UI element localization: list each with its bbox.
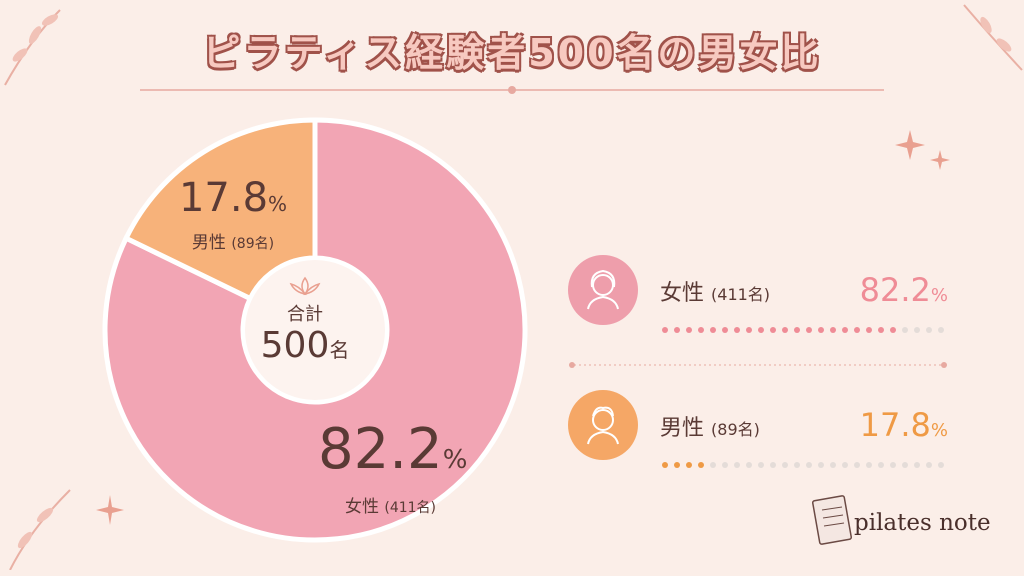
progress-female-dot (926, 327, 932, 333)
legend-name-male: 男性 (660, 416, 705, 441)
progress-male-dot (710, 462, 716, 468)
progress-male-dot (746, 462, 752, 468)
legend-row-female: 女性 (411名) 82.2% (568, 255, 958, 335)
progress-female-dot (662, 327, 668, 333)
legend-pct-female: 82.2 (859, 271, 931, 309)
legend-count-male: (89名) (711, 420, 760, 439)
progress-female-dot (938, 327, 944, 333)
progress-female-dot (770, 327, 776, 333)
progress-female-dot (818, 327, 824, 333)
progress-male-dot (794, 462, 800, 468)
progress-male-dot (854, 462, 860, 468)
brand-name: pilates note (854, 510, 991, 536)
progress-female-dot (878, 327, 884, 333)
donut-hole (245, 260, 385, 400)
progress-female-dot (758, 327, 764, 333)
progress-male-dot (818, 462, 824, 468)
slice-count-female: (411名) (384, 500, 437, 516)
slice-label-male: 17.8% 男性 (89名) (178, 176, 288, 253)
slice-name-female: 女性 (344, 497, 379, 517)
progress-female-dot (794, 327, 800, 333)
man-icon (568, 390, 638, 460)
brand-logo: pilates note (810, 492, 1000, 554)
slice-pct-female: 82.2 (318, 417, 443, 482)
legend-unit-male: % (930, 420, 948, 441)
legend-divider (569, 362, 947, 368)
center-value: 500 (260, 325, 330, 366)
progress-male-dot (878, 462, 884, 468)
progress-female-dot (734, 327, 740, 333)
progress-male-dot (722, 462, 728, 468)
slice-label-female: 82.2% 女性 (411名) (318, 417, 467, 518)
progress-male-dot (842, 462, 848, 468)
legend-pct-male: 17.8 (859, 406, 931, 444)
legend-count-female: (411名) (711, 285, 771, 304)
sparkle-icon (895, 130, 950, 170)
progress-male-dot (902, 462, 908, 468)
progress-female-dot (854, 327, 860, 333)
progress-male-dot (830, 462, 836, 468)
legend-name-female: 女性 (660, 281, 705, 306)
title-divider (140, 86, 884, 94)
progress-male-dot (938, 462, 944, 468)
progress-male-dot (926, 462, 932, 468)
page-title: ピラティス経験者500名の男女比 (202, 31, 822, 75)
center-unit: 名 (329, 338, 350, 362)
lotus-icon (289, 276, 321, 296)
leaf-decoration-bottom-left (9, 489, 71, 570)
progress-female-dot (806, 327, 812, 333)
sparkle-icon (96, 495, 124, 525)
progress-male-dot (770, 462, 776, 468)
progress-female-dot (686, 327, 692, 333)
progress-male-dot (782, 462, 788, 468)
leaf-decoration-top-right (963, 4, 1023, 71)
progress-dots-male (662, 462, 944, 468)
leaf-decoration-top-left (4, 9, 61, 86)
pie-chart (102, 117, 528, 543)
progress-male-dot (674, 462, 680, 468)
progress-female-dot (890, 327, 896, 333)
slice-unit-male: % (268, 192, 288, 216)
slice-count-male: (89名) (231, 236, 275, 252)
center-title: 合計 (287, 304, 323, 325)
progress-male-dot (806, 462, 812, 468)
notebook-icon (811, 495, 853, 545)
pie-slice-female (102, 117, 528, 543)
progress-female-dot (674, 327, 680, 333)
progress-male-dot (698, 462, 704, 468)
progress-male-dot (686, 462, 692, 468)
legend-row-male: 男性 (89名) 17.8% (568, 390, 958, 470)
pie-slice-male (122, 117, 318, 302)
progress-dots-female (662, 327, 944, 333)
progress-female-dot (866, 327, 872, 333)
slice-unit-female: % (442, 445, 468, 475)
progress-female-dot (710, 327, 716, 333)
progress-female-dot (902, 327, 908, 333)
woman-icon (568, 255, 638, 325)
center-total: 合計 500名 (240, 276, 370, 370)
legend-unit-female: % (930, 285, 948, 306)
progress-male-dot (890, 462, 896, 468)
progress-female-dot (830, 327, 836, 333)
progress-female-dot (746, 327, 752, 333)
progress-female-dot (698, 327, 704, 333)
progress-female-dot (782, 327, 788, 333)
progress-male-dot (662, 462, 668, 468)
progress-female-dot (842, 327, 848, 333)
slice-name-male: 男性 (191, 233, 226, 253)
progress-male-dot (866, 462, 872, 468)
progress-male-dot (914, 462, 920, 468)
progress-male-dot (734, 462, 740, 468)
slice-pct-male: 17.8 (178, 175, 269, 221)
progress-female-dot (722, 327, 728, 333)
progress-male-dot (758, 462, 764, 468)
progress-female-dot (914, 327, 920, 333)
